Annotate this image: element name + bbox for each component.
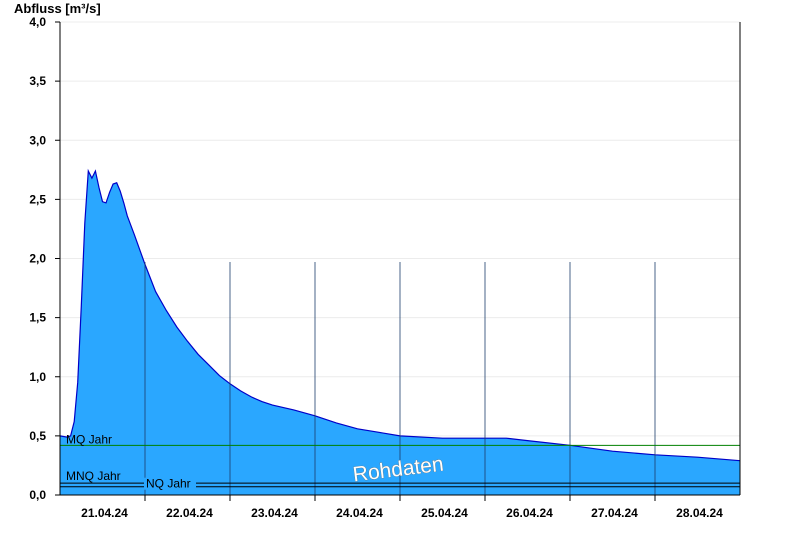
x-tick-label: 22.04.24	[166, 506, 213, 520]
y-tick-label: 1,5	[29, 311, 46, 325]
discharge-line	[59, 168, 741, 462]
y-axis-title: Abfluss [m³/s]	[14, 1, 101, 16]
axes: 0,0 0,5 1,0 1,5 2,0 2,5 3,0 3,5 4,0 21.04.24 22.04…	[29, 15, 741, 520]
x-tick-label: 24.04.24	[336, 506, 383, 520]
reference-lines: MQ Jahr MNQ Jahr NQ Jahr	[60, 432, 740, 491]
reference-label: MQ Jahr	[66, 432, 112, 446]
reference-label: NQ Jahr	[146, 477, 191, 491]
x-tick-label: 23.04.24	[251, 506, 298, 520]
y-tick-label: 4,0	[29, 15, 46, 29]
y-tick-label: 0,5	[29, 429, 46, 443]
day-separators	[144, 262, 656, 495]
y-tick-label: 2,5	[29, 192, 46, 206]
x-tick-label: 26.04.24	[506, 506, 553, 520]
x-tick-label: 21.04.24	[81, 506, 128, 520]
y-tick-label: 3,0	[29, 133, 46, 147]
y-tick-label: 3,5	[29, 74, 46, 88]
x-tick-label: 25.04.24	[421, 506, 468, 520]
y-tick-label: 0,0	[29, 488, 46, 502]
x-tick-label: 27.04.24	[591, 506, 638, 520]
y-tick-label: 2,0	[29, 252, 46, 266]
y-tick-label: 1,0	[29, 370, 46, 384]
x-tick-label: 28.04.24	[676, 506, 723, 520]
reference-label: MNQ Jahr	[66, 469, 121, 483]
reference-label-bg	[144, 477, 196, 490]
